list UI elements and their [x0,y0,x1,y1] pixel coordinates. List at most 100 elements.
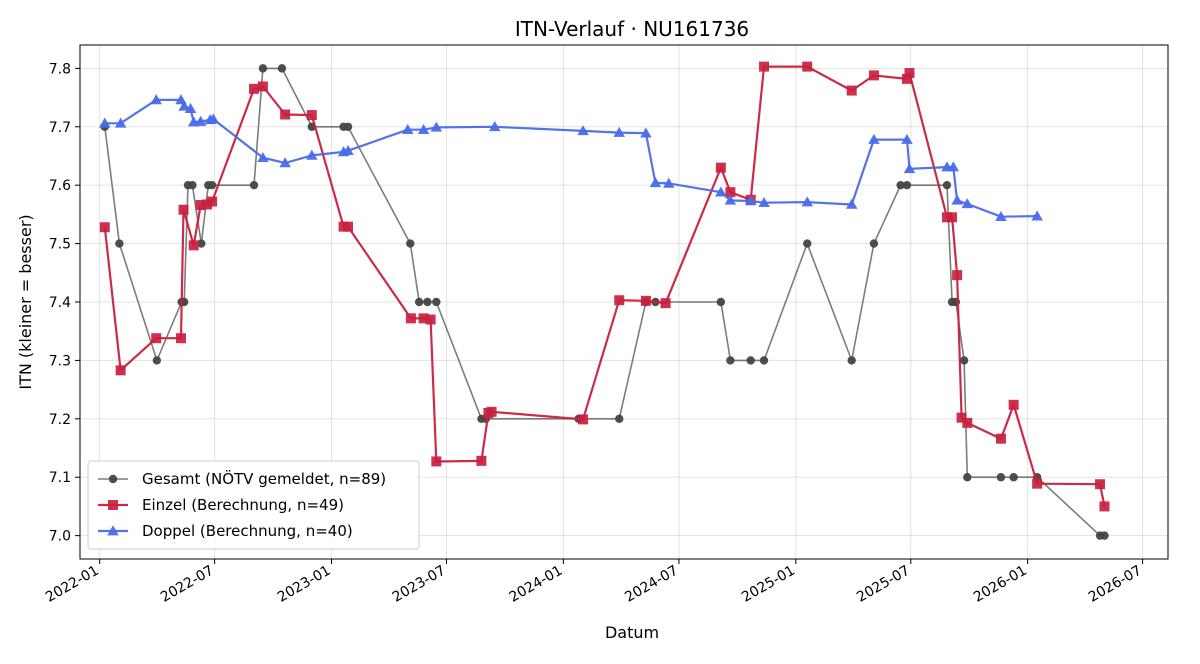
y-tick-label: 7.2 [49,412,71,428]
data-point [151,333,162,344]
data-point [845,198,858,209]
legend: Gesamt (NÖTV gemeldet, n=89) Einzel (Bere… [87,460,420,550]
data-point [941,212,952,223]
data-point [425,314,436,325]
data-point [431,456,442,467]
data-point [257,151,269,163]
data-point [615,414,624,424]
data-point [951,194,963,205]
data-point [108,500,118,510]
data-point [744,195,757,206]
data-point [868,133,880,144]
data-point [801,196,813,207]
data-point [896,180,905,190]
data-point [115,239,124,248]
y-tick-label: 7.5 [49,237,71,253]
data-point [257,81,268,92]
data-point [802,61,813,72]
legend-label: Gesamt (NÖTV gemeldet, n=89) [142,469,386,488]
data-point [947,161,960,172]
data-point [640,127,652,138]
data-point [995,433,1006,444]
data-point [108,474,118,484]
data-point [578,414,589,425]
data-point [258,64,268,73]
series-2 [99,61,1110,512]
data-point [846,85,857,96]
data-point [1009,473,1018,482]
data-point [178,100,190,111]
x-tick-label: 2025-07 [854,563,913,606]
y-tick-label: 7.1 [49,470,71,486]
data-point [207,113,220,124]
data-point [207,180,217,190]
y-tick-label: 7.4 [49,295,71,311]
data-point [660,298,671,309]
data-point [803,239,812,248]
data-point [343,221,354,232]
data-point [202,199,213,210]
data-point [486,406,497,417]
x-tick-label: 2024-01 [507,563,566,606]
data-point [725,187,736,198]
y-tick-label: 7.6 [49,178,71,194]
y-tick-label: 7.0 [49,529,71,545]
data-point [901,73,912,84]
legend-box [87,460,420,550]
data-point [956,412,967,423]
data-point [963,473,972,482]
data-point [405,313,416,324]
data-point [868,70,879,81]
data-point [430,121,443,132]
data-point [342,144,354,156]
data-point [1100,531,1109,540]
data-point [952,270,963,281]
data-point [401,123,414,135]
data-point [947,212,958,223]
data-point [613,126,625,137]
data-point [758,196,770,208]
data-point [150,94,162,105]
data-point [306,149,318,160]
data-point [942,180,952,190]
data-point [306,110,317,121]
series-layer [99,61,1110,540]
x-tick-label: 2024-07 [622,563,681,606]
data-point [1031,210,1043,221]
data-point [249,83,260,94]
data-point [194,115,207,126]
data-point [640,295,651,306]
data-point [995,210,1007,222]
data-point [903,163,916,174]
x-tick-label: 2023-07 [390,563,449,606]
data-point [476,455,487,466]
data-point [418,313,429,324]
y-tick-label: 7.8 [49,61,71,77]
x-tick-label: 2022-01 [43,563,102,606]
data-point [417,123,430,135]
data-point [901,133,913,144]
data-point [904,68,915,79]
data-point [726,356,735,365]
data-point [195,200,206,211]
y-axis-label: ITN (kleiner = besser) [16,214,35,389]
data-point [188,240,199,251]
data-point [577,125,589,136]
data-point [759,61,770,72]
x-axis-label: Datum [605,623,659,642]
data-point [996,473,1006,482]
data-point [962,417,973,428]
data-point [152,356,162,365]
data-point [99,117,111,128]
data-point [99,222,110,233]
series-3 [99,94,1043,222]
data-point [746,356,755,365]
data-point [715,186,727,197]
x-tick-label: 2026-01 [971,563,1030,606]
data-point [902,180,912,190]
data-point [249,180,259,190]
y-tick-label: 7.3 [49,353,71,369]
data-point [432,297,441,307]
data-point [280,109,291,120]
